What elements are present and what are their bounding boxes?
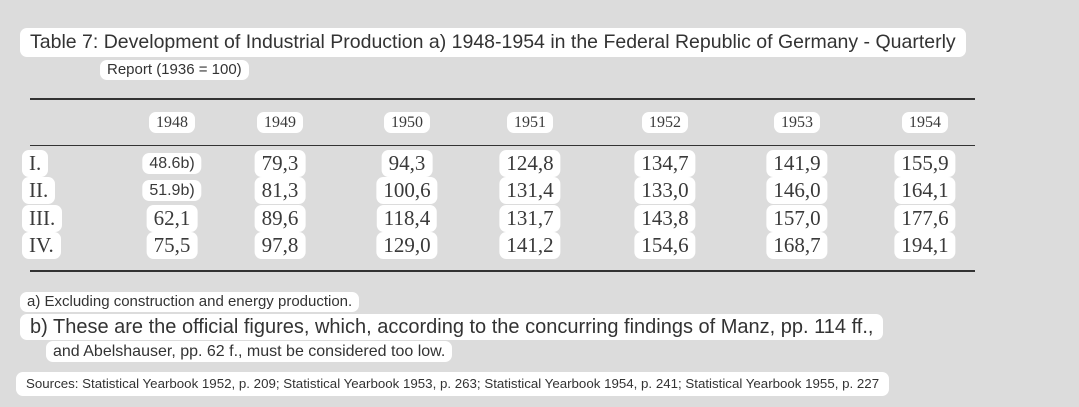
cell: 155,9: [894, 150, 956, 178]
top-rule: [30, 98, 975, 100]
cell: 143,8: [634, 205, 696, 233]
column-header: 1948: [149, 112, 195, 134]
cell: 131,7: [499, 205, 561, 233]
row-label: II.: [22, 177, 56, 205]
cell: 62,1: [146, 205, 198, 233]
sources: Sources: Statistical Yearbook 1952, p. 2…: [16, 372, 890, 396]
cell: 97,8: [254, 232, 306, 260]
cell: 177,6: [894, 205, 956, 233]
cell: 141,2: [499, 232, 561, 260]
cell: 89,6: [254, 205, 306, 233]
footnote-b-cont: and Abelshauser, pp. 62 f., must be cons…: [46, 341, 453, 363]
row-label: I.: [22, 150, 49, 178]
footnote-b: b) These are the official figures, which…: [20, 314, 884, 340]
cell: 75,5: [146, 232, 198, 260]
cell: 100,6: [376, 177, 438, 205]
cell: 194,1: [894, 232, 956, 260]
column-header: 1953: [774, 112, 820, 134]
cell: 131,4: [499, 177, 561, 205]
footnote-a: a) Excluding construction and energy pro…: [20, 292, 360, 312]
cell: 94,3: [381, 150, 433, 178]
cell: 146,0: [766, 177, 828, 205]
column-header: 1950: [384, 112, 430, 134]
column-header: 1949: [257, 112, 303, 134]
title: Table 7: Development of Industrial Produ…: [20, 28, 966, 58]
cell: 51.9b): [142, 180, 202, 202]
bottom-rule: [30, 270, 975, 272]
cell: 79,3: [254, 150, 306, 178]
row-label: IV.: [22, 232, 61, 260]
column-header: 1954: [902, 112, 948, 134]
cell: 133,0: [634, 177, 696, 205]
subtitle: Report (1936 = 100): [100, 60, 249, 80]
cell: 134,7: [634, 150, 696, 178]
cell: 48.6b): [142, 153, 202, 175]
column-header: 1951: [507, 112, 553, 134]
cell: 118,4: [376, 205, 438, 233]
cell: 124,8: [499, 150, 561, 178]
cell: 157,0: [766, 205, 828, 233]
row-label: III.: [22, 205, 63, 233]
cell: 141,9: [766, 150, 828, 178]
cell: 81,3: [254, 177, 306, 205]
cell: 164,1: [894, 177, 956, 205]
cell: 129,0: [376, 232, 438, 260]
cell: 154,6: [634, 232, 696, 260]
cell: 168,7: [766, 232, 828, 260]
column-header: 1952: [642, 112, 688, 134]
header-rule: [30, 145, 975, 146]
